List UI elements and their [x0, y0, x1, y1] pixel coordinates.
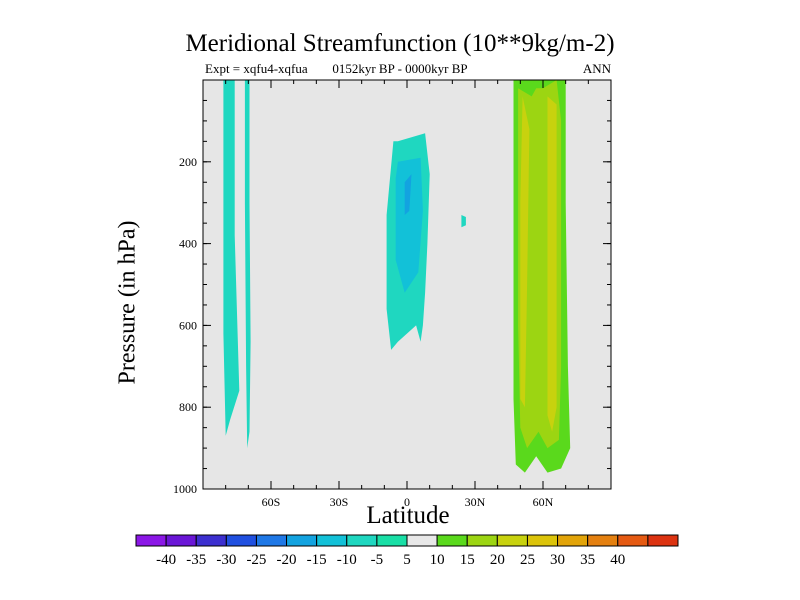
contour-region-tropical-cell-inner — [395, 157, 423, 293]
x-axis-label: Latitude — [366, 502, 450, 529]
colorbar-swatch — [466, 534, 498, 547]
colorbar-label: -15 — [307, 552, 327, 568]
colorbar-swatch — [165, 534, 197, 547]
colorbar-label: -10 — [337, 552, 357, 568]
colorbar-swatch — [496, 534, 528, 547]
chart-title: Meridional Streamfunction (10**9kg/m-2) — [185, 30, 615, 57]
colorbar-swatch — [557, 534, 589, 547]
colorbar-label: 35 — [580, 552, 595, 568]
colorbar-swatch — [526, 534, 559, 547]
colorbar-label: -25 — [246, 552, 266, 568]
chart-subtitle-left: Expt = xqfu4-xqfua — [205, 61, 308, 76]
colorbar-swatch — [617, 534, 649, 547]
colorbar-label: -35 — [186, 552, 206, 568]
colorbar-swatch — [225, 534, 257, 547]
colorbar-label: 10 — [430, 552, 445, 568]
chart-subtitle-right: ANN — [582, 61, 611, 76]
colorbar-swatch — [587, 534, 619, 547]
colorbar-label: 20 — [490, 552, 505, 568]
colorbar-label: -5 — [371, 552, 384, 568]
colorbar-label: 5 — [403, 552, 411, 568]
colorbar-label: -30 — [216, 552, 236, 568]
contour-region-tropical-cell-core — [404, 174, 412, 215]
x-tick-label: 60N — [533, 495, 554, 509]
colorbar-label: -20 — [277, 552, 297, 568]
colorbar-swatch — [255, 534, 288, 547]
colorbar-swatch — [316, 534, 348, 547]
y-tick-label: 600 — [179, 318, 197, 332]
contour-region-nh-cell-core-a — [520, 96, 530, 408]
colorbar-swatch — [135, 534, 167, 547]
colorbar-swatch — [436, 534, 468, 547]
colorbar-label: 25 — [520, 552, 535, 568]
colorbar-swatch — [195, 534, 227, 547]
x-tick-label: 0 — [404, 495, 410, 509]
colorbar-label: -40 — [156, 552, 176, 568]
x-tick-label: 30N — [465, 495, 486, 509]
y-tick-label: 800 — [179, 400, 197, 414]
colorbar-label: 40 — [610, 552, 625, 568]
colorbar-swatch — [376, 534, 408, 547]
y-tick-label: 400 — [179, 237, 197, 251]
colorbar-swatch — [406, 534, 438, 547]
colorbar-swatch — [647, 534, 679, 547]
colorbar-label: 30 — [550, 552, 565, 568]
contour-region-sh-high-lat-band-a — [223, 80, 240, 436]
y-tick-label: 1000 — [173, 482, 197, 496]
x-tick-label: 60S — [262, 495, 281, 509]
plot-area — [203, 80, 611, 489]
axes: 60S 30S 0 30N 60N 200 400 600 800 1000 — [173, 79, 612, 509]
colorbar-swatch — [286, 534, 318, 547]
x-tick-label: 30S — [330, 495, 349, 509]
colorbar: -40 -35 -30 -25 -20 -15 -10 -5 5 10 15 20 25 30 35 40 — [135, 534, 679, 568]
contour-region-nh-subtropical-spot — [461, 215, 466, 228]
y-tick-label: 200 — [179, 155, 197, 169]
chart-subtitle-center: 0152kyr BP - 0000kyr BP — [332, 61, 468, 76]
contour-region-sh-high-lat-band-b — [244, 80, 251, 449]
contour-region-nh-cell-core-b — [547, 96, 557, 432]
colorbar-label: 15 — [460, 552, 475, 568]
colorbar-swatch — [346, 534, 378, 547]
